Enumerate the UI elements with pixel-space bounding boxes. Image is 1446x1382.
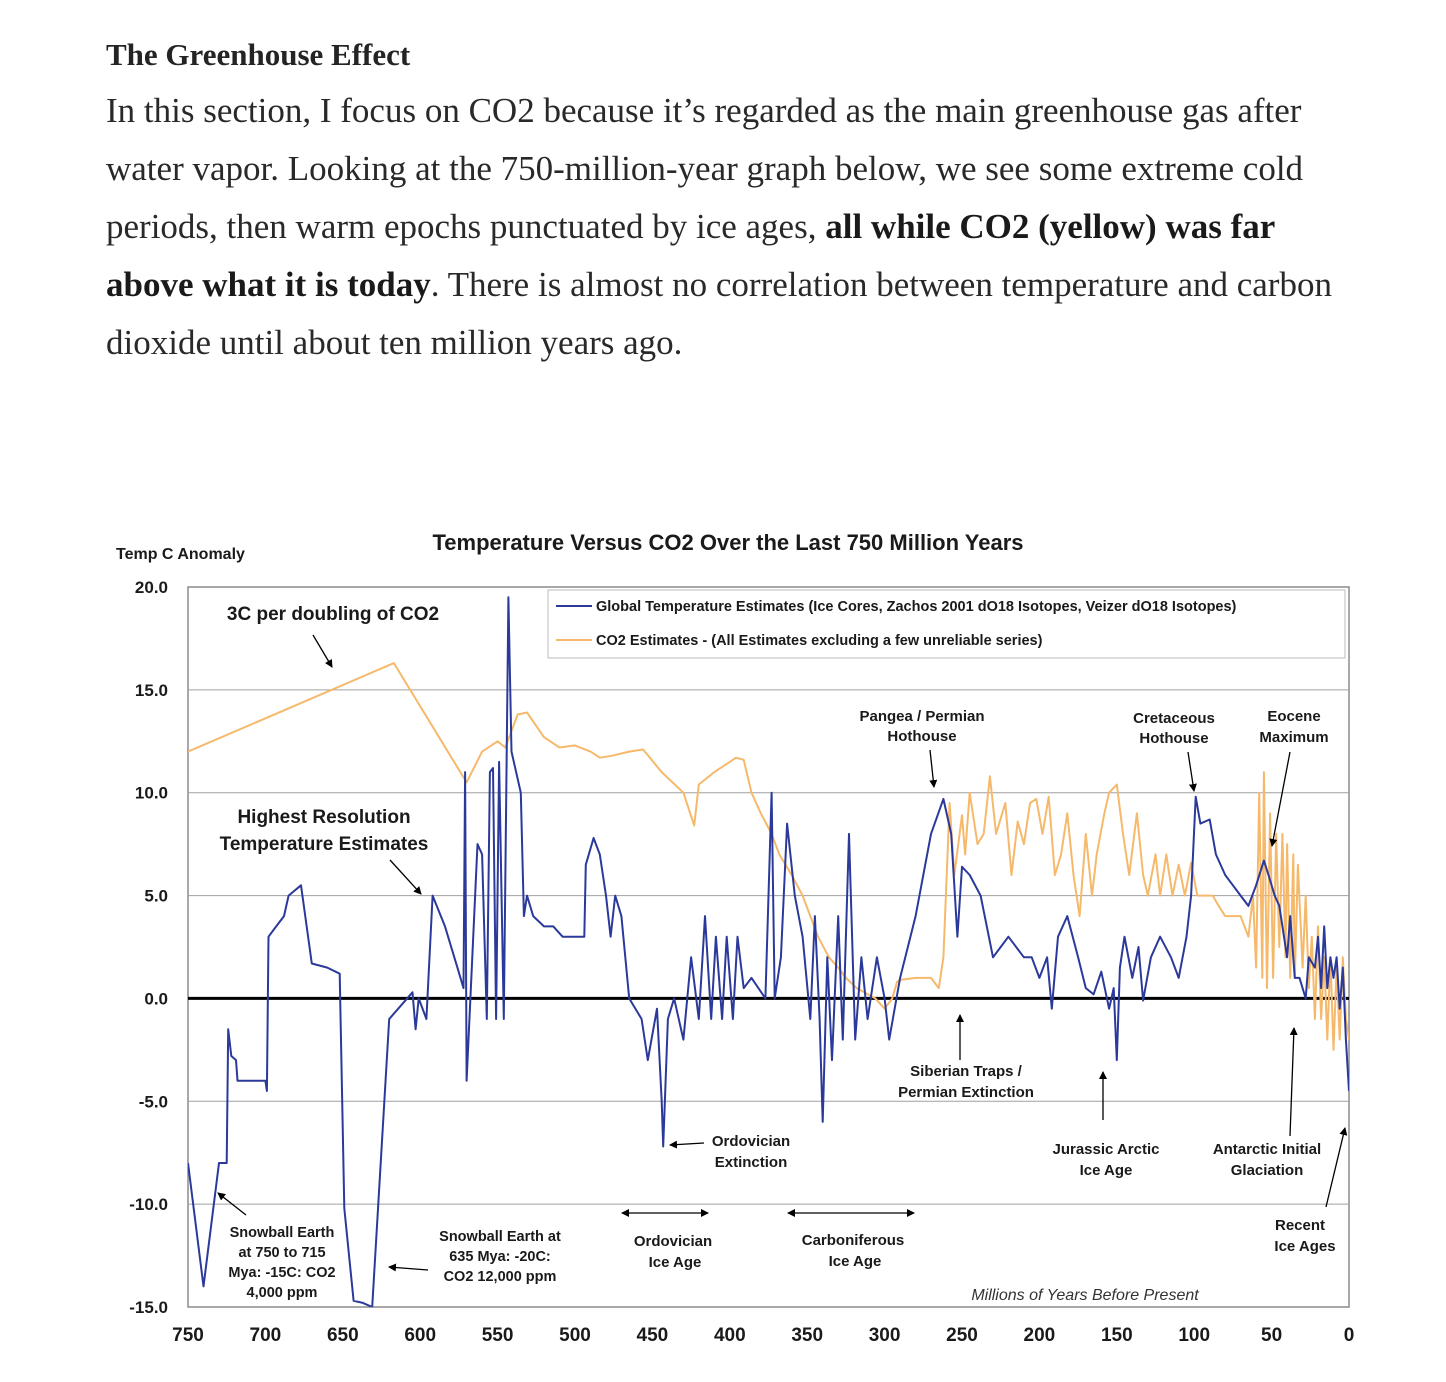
- annotation-carboniferous-1: Carboniferous: [802, 1232, 905, 1249]
- annotation-ord-ext-1: Ordovician: [712, 1133, 790, 1150]
- annotation-ordovician-ice-1: Ordovician: [634, 1233, 712, 1250]
- annotation-ord-ext-2: Extinction: [715, 1154, 788, 1171]
- annotation-snowball1-4: 4,000 ppm: [247, 1285, 318, 1301]
- legend: Global Temperature Estimates (Ice Cores,…: [547, 589, 1346, 659]
- annotation-snowball1-1: Snowball Earth: [230, 1225, 335, 1241]
- annotation-cretaceous-1: Cretaceous: [1133, 710, 1215, 727]
- x-axis-label: Millions of Years Before Present: [971, 1287, 1199, 1304]
- y-tick-label: 10.0: [135, 784, 168, 803]
- annotation-snowball1-3: Mya: -15C: CO2: [228, 1265, 335, 1281]
- annotation-siberian-1: Siberian Traps /: [910, 1063, 1023, 1080]
- plot-series: [188, 596, 1349, 1307]
- y-tick-label: 15.0: [135, 681, 168, 700]
- annotation-doubling: 3C per doubling of CO2: [227, 604, 439, 625]
- y-tick-labels: 20.0 15.0 10.0 5.0 0.0 -5.0 -10.0 -15.0: [129, 578, 168, 1317]
- annotation-carboniferous-2: Ice Age: [829, 1253, 882, 1270]
- x-tick-label: 600: [404, 1325, 436, 1346]
- x-tick-label: 550: [482, 1325, 514, 1346]
- x-tick-label: 0: [1344, 1325, 1355, 1346]
- annotation-cretaceous-2: Hothouse: [1139, 730, 1208, 747]
- annotation-antarctic-2: Glaciation: [1231, 1162, 1304, 1179]
- x-tick-label: 100: [1178, 1325, 1210, 1346]
- y-tick-label: 20.0: [135, 578, 168, 597]
- x-tick-label: 750: [172, 1325, 204, 1346]
- legend-co2-label: CO2 Estimates - (All Estimates excluding…: [596, 633, 1043, 649]
- annotation-eocene-2: Maximum: [1259, 729, 1328, 746]
- x-tick-label: 250: [946, 1325, 978, 1346]
- x-tick-label: 450: [637, 1325, 669, 1346]
- annotation-recent-1: Recent: [1275, 1217, 1325, 1234]
- annotation-snowball2-3: CO2 12,000 ppm: [444, 1269, 557, 1285]
- annotation-highest-res-2: Temperature Estimates: [220, 834, 429, 855]
- y-axis-label: Temp C Anomaly: [116, 546, 245, 563]
- annotation-snowball2-2: 635 Mya: -20C:: [449, 1249, 551, 1265]
- paragraph-bold-text: all while CO2 (yellow) was far above wha…: [106, 207, 1275, 304]
- x-tick-label: 150: [1101, 1325, 1133, 1346]
- paragraph-text-end: . There is almost no correlation between…: [106, 265, 1332, 362]
- annotation-antarctic-1: Antarctic Initial: [1213, 1141, 1321, 1158]
- y-tick-label: 5.0: [144, 887, 168, 906]
- temperature-series-line: [188, 596, 1349, 1307]
- annotation-snowball1-2: at 750 to 715: [238, 1245, 325, 1261]
- legend-box: [547, 589, 1346, 659]
- x-tick-label: 350: [791, 1325, 823, 1346]
- annotation-pangea-1: Pangea / Permian: [859, 708, 984, 725]
- annotation-siberian-2: Permian Extinction: [898, 1084, 1034, 1101]
- x-tick-label: 400: [714, 1325, 746, 1346]
- x-tick-label: 500: [559, 1325, 591, 1346]
- y-tick-label: 0.0: [144, 989, 168, 1008]
- x-tick-label: 50: [1261, 1325, 1282, 1346]
- x-tick-label: 200: [1024, 1325, 1056, 1346]
- y-tick-label: -15.0: [129, 1298, 168, 1317]
- annotation-pangea-2: Hothouse: [887, 728, 956, 745]
- chart-title: Temperature Versus CO2 Over the Last 750…: [432, 530, 1023, 555]
- x-tick-label: 300: [869, 1325, 901, 1346]
- annotation-ordovician-ice-2: Ice Age: [649, 1254, 702, 1271]
- article: The Greenhouse Effect In this section, I…: [106, 30, 1356, 372]
- plot-area: [187, 586, 1350, 1308]
- annotation-eocene-1: Eocene: [1267, 708, 1320, 725]
- annotation-recent-2: Ice Ages: [1274, 1238, 1335, 1255]
- x-tick-label: 700: [250, 1325, 282, 1346]
- body-paragraph: In this section, I focus on CO2 because …: [106, 82, 1356, 372]
- annotation-highest-res-1: Highest Resolution: [237, 807, 410, 828]
- x-tick-labels: 750 700 650 600 550 500 450 400 350 300 250 200 150 1…: [172, 1325, 1354, 1346]
- legend-temperature-label: Global Temperature Estimates (Ice Cores,…: [596, 599, 1237, 615]
- paragraph-text-start: In this section, I focus on CO2 because …: [106, 91, 1304, 246]
- y-tick-label: -5.0: [139, 1092, 168, 1111]
- annotation-snowball2-1: Snowball Earth at: [439, 1229, 561, 1245]
- y-tick-label: -10.0: [129, 1195, 168, 1214]
- annotation-jurassic-1: Jurassic Arctic: [1052, 1141, 1159, 1158]
- annotations: 3C per doubling of CO2 Highest Resolutio…: [217, 604, 1348, 1301]
- x-tick-label: 650: [327, 1325, 359, 1346]
- co2-series-line: [188, 662, 1349, 1051]
- temperature-co2-chart: Temperature Versus CO2 Over the Last 750…: [116, 530, 1354, 1346]
- section-heading: The Greenhouse Effect: [106, 37, 411, 72]
- annotation-jurassic-2: Ice Age: [1080, 1162, 1133, 1179]
